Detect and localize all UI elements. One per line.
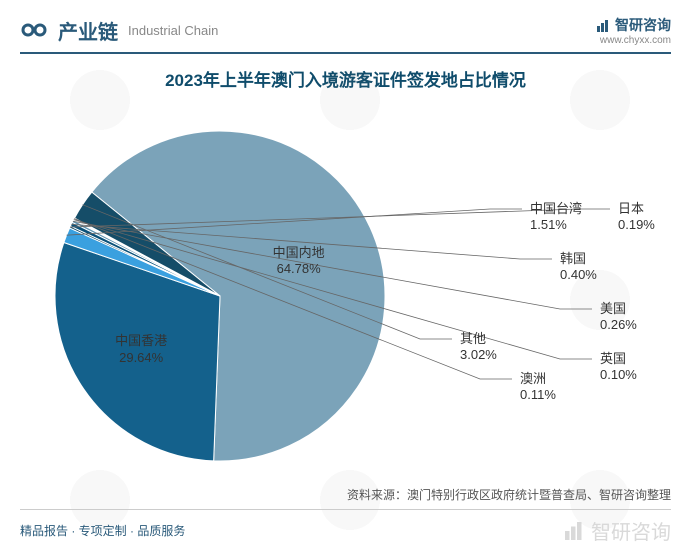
chart-title: 2023年上半年澳门入境游客证件签发地占比情况 [0, 54, 691, 106]
chart-container: 产业链 Industrial Chain 智研咨询 www.chyxx.com … [0, 0, 691, 559]
source-text: 资料来源：澳门特别行政区政府统计暨普查局、智研咨询整理 [20, 486, 671, 503]
chain-icon [20, 16, 48, 44]
slice-label-3: 日本0.19% [618, 201, 655, 234]
header-right: 智研咨询 www.chyxx.com [595, 15, 671, 46]
header-title-en: Industrial Chain [128, 23, 218, 38]
slice-label-5: 美国0.26% [600, 301, 637, 334]
pie-chart [40, 116, 400, 476]
slice-label-4: 韩国0.40% [560, 251, 597, 284]
chart-area: 中国内地64.78% 中国香港29.64% 中国台湾1.51% 日本0.19% 韩国0.… [0, 106, 691, 496]
brand-name: 智研咨询 [595, 15, 671, 35]
slice-label-8: 其他3.02% [460, 331, 497, 364]
slice-label-0: 中国内地64.78% [273, 245, 325, 278]
footer-tags: 精品报告 · 专项定制 · 品质服务 [20, 522, 185, 539]
footer-divider [20, 509, 671, 510]
footer: 资料来源：澳门特别行政区政府统计暨普查局、智研咨询整理 精品报告 · 专项定制 … [0, 486, 691, 545]
footer-watermark: 智研咨询 [562, 516, 671, 545]
slice-label-6: 英国0.10% [600, 351, 637, 384]
slice-label-7: 澳洲0.11% [520, 371, 556, 404]
header: 产业链 Industrial Chain 智研咨询 www.chyxx.com [0, 0, 691, 50]
brand-url: www.chyxx.com [595, 35, 671, 46]
header-left: 产业链 Industrial Chain [20, 16, 218, 45]
header-title-zh: 产业链 [58, 16, 118, 45]
slice-label-1: 中国香港29.64% [115, 333, 167, 366]
slice-label-2: 中国台湾1.51% [530, 201, 582, 234]
